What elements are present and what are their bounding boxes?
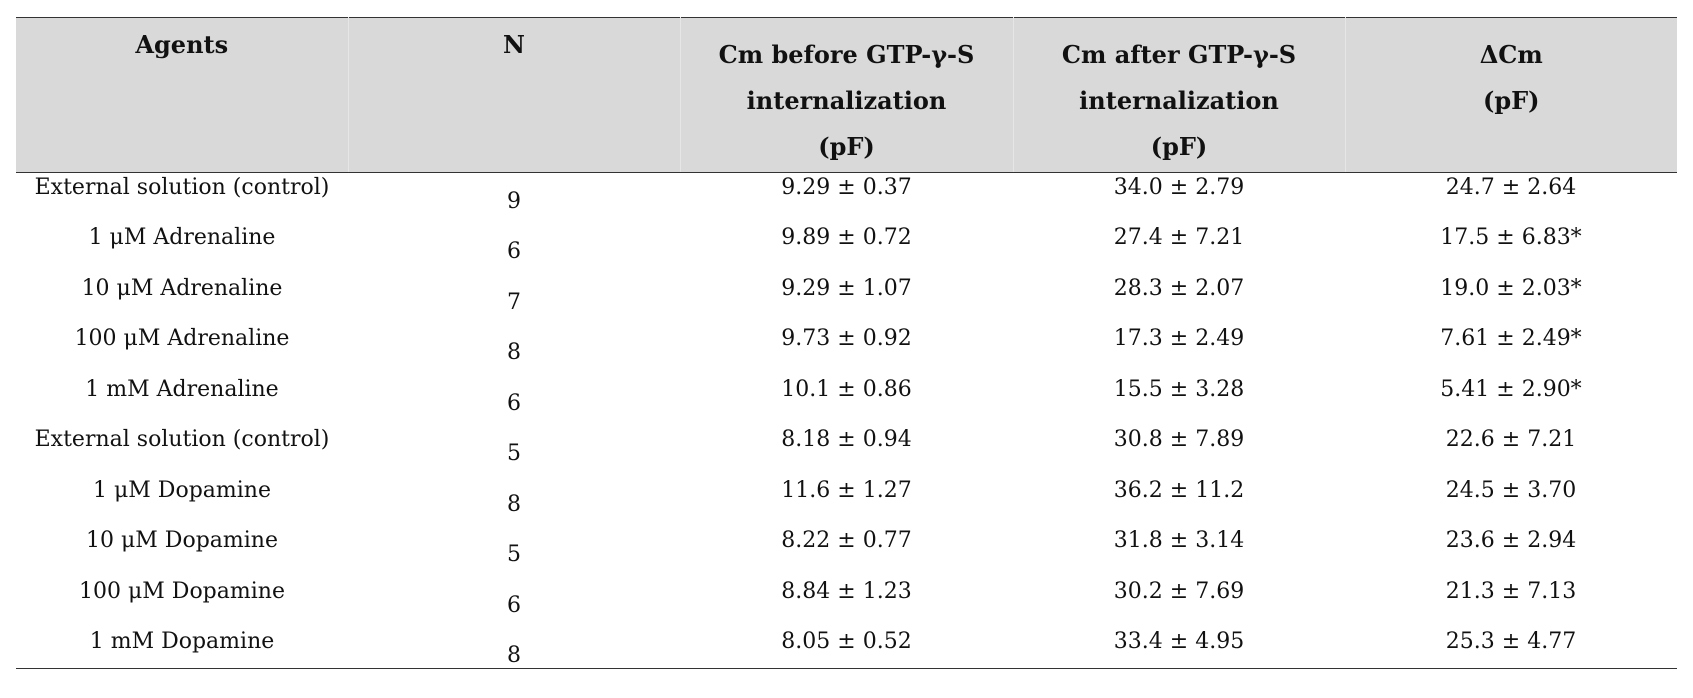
cell-agent: 1 μM Dopamine	[93, 477, 271, 503]
cell-n: 6	[507, 239, 521, 264]
table-row: 10 μM Adrenaline 7 9.29 ± 1.07 28.3 ± 2.07 1…	[16, 274, 1677, 325]
table-row: 10 μM Dopamine 5 8.22 ± 0.77 31.8 ± 3.14 23.…	[16, 526, 1677, 577]
cell-agent: 10 μM Dopamine	[86, 528, 278, 553]
header-delta-cm-line-1: ΔCm	[1479, 40, 1543, 69]
cell-agent: 1 μM Adrenaline	[88, 225, 276, 250]
cell-n: 6	[507, 390, 521, 416]
cell-n: 7	[507, 289, 521, 315]
cell-cm-after: 34.0 ± 2.79	[1113, 175, 1245, 200]
table-body: External solution (control) 9 9.29 ± 0.37 3…	[16, 173, 1677, 669]
header-row: Agents N Cm before GTP-γ-S internalizati…	[16, 17, 1677, 173]
cell-delta-cm: 23.6 ± 2.94	[1445, 528, 1577, 553]
cell-cm-before: 10.1 ± 0.86	[781, 376, 912, 402]
cell-cm-before: 8.84 ± 1.23	[781, 578, 912, 604]
capacitance-table: Agents N Cm before GTP-γ-S internalizati…	[16, 17, 1677, 669]
cell-cm-before: 8.05 ± 0.52	[680, 627, 1013, 669]
table-row: 1 μM Dopamine 8 11.6 ± 1.27 36.2 ± 11.2 24.5…	[16, 476, 1677, 527]
cell-agent: External solution (control)	[34, 427, 330, 452]
cell-n: 9	[507, 189, 521, 214]
cell-delta-cm: 7.61 ± 2.49*	[1440, 326, 1582, 351]
cell-delta-cm: 5.41 ± 2.90*	[1440, 376, 1582, 402]
data-table-container: Agents N Cm before GTP-γ-S internalizati…	[16, 17, 1677, 669]
cell-cm-after: 27.4 ± 7.21	[1113, 225, 1245, 250]
table-row: 1 mM Adrenaline 6 10.1 ± 0.86 15.5 ± 3.28 5.…	[16, 375, 1677, 426]
header-n: N	[348, 17, 681, 173]
cell-cm-before: 9.29 ± 1.07	[781, 275, 912, 301]
table-row: 1 μM Adrenaline 6 9.89 ± 0.72 27.4 ± 7.21 17…	[16, 223, 1677, 274]
cell-agent: External solution (control)	[34, 175, 330, 200]
cell-n: 8	[507, 491, 521, 517]
cell-n: 6	[507, 592, 521, 618]
cell-n: 5	[507, 441, 521, 466]
cell-delta-cm: 19.0 ± 2.03*	[1440, 275, 1582, 301]
header-agents: Agents	[16, 17, 349, 173]
cell-cm-after: 28.3 ± 2.07	[1113, 275, 1245, 301]
header-delta-cm-line-2: (pF)	[1482, 86, 1540, 115]
cell-cm-after: 33.4 ± 4.95	[1013, 627, 1345, 669]
cell-cm-after: 36.2 ± 11.2	[1113, 477, 1245, 503]
table-header: Agents N Cm before GTP-γ-S internalizati…	[16, 17, 1677, 173]
cell-n: 8	[348, 627, 680, 669]
cell-cm-after: 17.3 ± 2.49	[1113, 326, 1245, 351]
cell-cm-before: 9.73 ± 0.92	[781, 326, 912, 351]
table-row: 100 μM Dopamine 6 8.84 ± 1.23 30.2 ± 7.69 21…	[16, 577, 1677, 628]
cell-cm-before: 9.29 ± 0.37	[781, 175, 912, 200]
header-cm-after-line-1: Cm after GTP-γ-S	[1061, 40, 1297, 69]
table-row: External solution (control) 5 8.18 ± 0.94 3…	[16, 425, 1677, 476]
header-cm-before-line-3: (pF)	[818, 132, 875, 161]
cell-cm-before: 8.22 ± 0.77	[781, 528, 912, 553]
cell-agent: 100 μM Adrenaline	[74, 326, 290, 351]
cell-cm-after: 30.2 ± 7.69	[1113, 578, 1245, 604]
cell-delta-cm: 21.3 ± 7.13	[1445, 578, 1577, 604]
cell-delta-cm: 22.6 ± 7.21	[1445, 427, 1577, 452]
cell-delta-cm: 24.5 ± 3.70	[1445, 477, 1577, 503]
cell-cm-after: 31.8 ± 3.14	[1113, 528, 1245, 553]
table-row: 1 mM Dopamine 8 8.05 ± 0.52 33.4 ± 4.95 25.3…	[16, 627, 1677, 669]
cell-delta-cm: 25.3 ± 4.77	[1345, 627, 1677, 669]
cell-agent: 1 mM Dopamine	[16, 627, 348, 669]
header-cm-after-line-2: internalization	[1079, 86, 1279, 115]
cell-cm-after: 15.5 ± 3.28	[1113, 376, 1245, 402]
header-delta-cm: ΔCm (pF)	[1345, 17, 1677, 173]
cell-n: 5	[507, 542, 521, 567]
header-cm-before-line-1: Cm before GTP-γ-S	[718, 40, 975, 69]
cell-n: 8	[507, 340, 521, 365]
table-row: External solution (control) 9 9.29 ± 0.37 3…	[16, 173, 1677, 224]
header-cm-after: Cm after GTP-γ-S internalization (pF)	[1013, 17, 1346, 173]
header-cm-before: Cm before GTP-γ-S internalization (pF)	[680, 17, 1014, 173]
cell-cm-before: 9.89 ± 0.72	[781, 225, 912, 250]
header-cm-before-line-2: internalization	[746, 86, 947, 115]
cell-cm-before: 11.6 ± 1.27	[781, 477, 912, 503]
cell-delta-cm: 17.5 ± 6.83*	[1440, 225, 1582, 250]
table-row: 100 μM Adrenaline 8 9.73 ± 0.92 17.3 ± 2.49…	[16, 324, 1677, 375]
cell-cm-after: 30.8 ± 7.89	[1113, 427, 1245, 452]
cell-agent: 1 mM Adrenaline	[85, 376, 279, 402]
cell-delta-cm: 24.7 ± 2.64	[1445, 175, 1577, 200]
cell-cm-before: 8.18 ± 0.94	[781, 427, 912, 452]
header-cm-after-line-3: (pF)	[1150, 132, 1208, 161]
cell-agent: 100 μM Dopamine	[79, 578, 285, 604]
cell-agent: 10 μM Adrenaline	[81, 275, 283, 301]
